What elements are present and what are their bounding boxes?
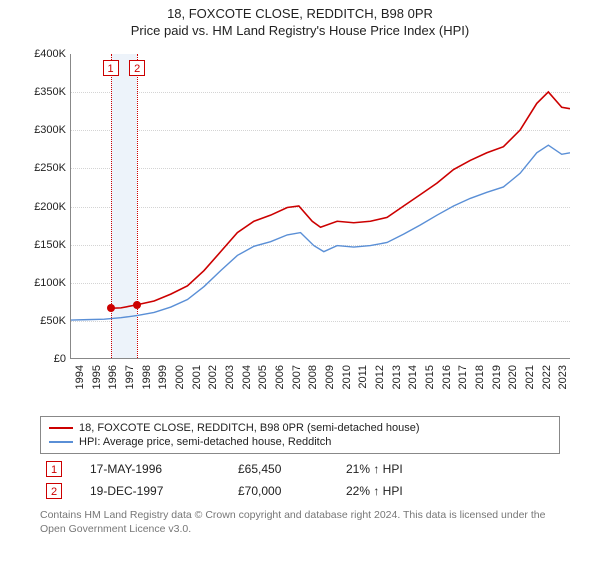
sale-marker-index: 1 [103, 60, 119, 76]
sale-index: 2 [46, 483, 62, 499]
y-tick-label: £250K [20, 162, 66, 174]
y-tick-label: £300K [20, 124, 66, 136]
page-subtitle: Price paid vs. HM Land Registry's House … [0, 23, 600, 38]
sale-list: 1 17-MAY-1996 £65,450 21% ↑ HPI 2 19-DEC-1997… [0, 458, 600, 502]
page-title: 18, FOXCOTE CLOSE, REDDITCH, B98 0PR [0, 6, 600, 21]
sale-date: 19-DEC-1997 [90, 484, 210, 498]
sale-index: 1 [46, 461, 62, 477]
sale-marker-dot [107, 304, 115, 312]
legend-swatch [49, 441, 73, 443]
sale-marker-index: 2 [129, 60, 145, 76]
y-tick-label: £50K [20, 315, 66, 327]
sale-price: £65,450 [238, 462, 318, 476]
y-tick-label: £350K [20, 86, 66, 98]
y-tick-label: £150K [20, 239, 66, 251]
legend-item: 18, FOXCOTE CLOSE, REDDITCH, B98 0PR (se… [49, 421, 551, 435]
price-chart: 12 £0 £50K £100K £150K £200K £250K £300K £350K £… [20, 44, 580, 414]
y-tick-label: £200K [20, 201, 66, 213]
attribution-text: Contains HM Land Registry data © Crown c… [40, 508, 560, 536]
series-line [110, 92, 570, 308]
series-line [71, 145, 570, 320]
legend-label: 18, FOXCOTE CLOSE, REDDITCH, B98 0PR (se… [79, 422, 420, 434]
sale-date: 17-MAY-1996 [90, 462, 210, 476]
sale-diff: 22% ↑ HPI [346, 484, 446, 498]
y-tick-label: £0 [20, 353, 66, 365]
legend-label: HPI: Average price, semi-detached house,… [79, 436, 331, 448]
sale-row: 1 17-MAY-1996 £65,450 21% ↑ HPI [40, 458, 560, 480]
y-tick-label: £100K [20, 277, 66, 289]
x-tick-label: 2023 [557, 365, 600, 389]
y-tick-label: £400K [20, 48, 66, 60]
sale-row: 2 19-DEC-1997 £70,000 22% ↑ HPI [40, 480, 560, 502]
legend-swatch [49, 427, 73, 429]
sale-diff: 21% ↑ HPI [346, 462, 446, 476]
sale-marker-dot [133, 301, 141, 309]
chart-series [71, 54, 570, 358]
legend-item: HPI: Average price, semi-detached house,… [49, 435, 551, 449]
chart-plot-area: 12 [70, 54, 570, 359]
sale-price: £70,000 [238, 484, 318, 498]
chart-legend: 18, FOXCOTE CLOSE, REDDITCH, B98 0PR (se… [40, 416, 560, 454]
